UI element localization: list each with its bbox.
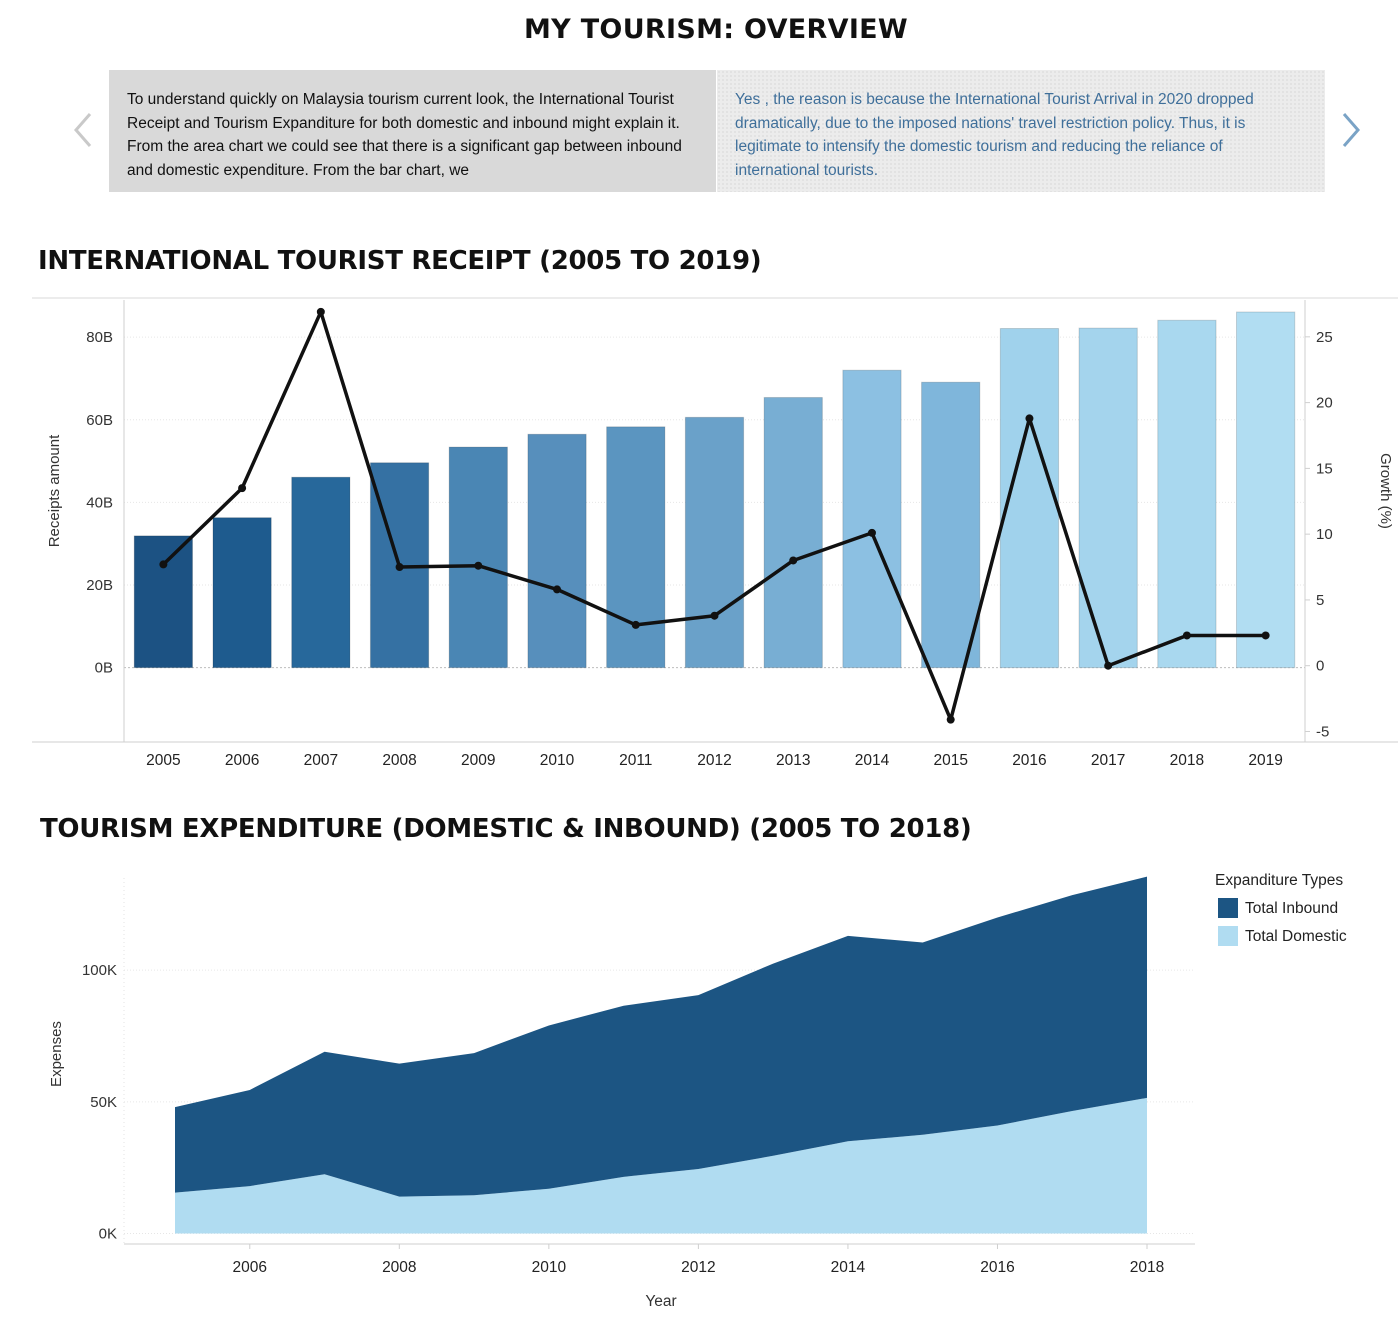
bar [763, 396, 823, 669]
bar [921, 381, 981, 669]
y2-tick-label: 5 [1316, 592, 1324, 609]
x-tick-label: 2008 [382, 1259, 416, 1276]
story-text-current: To understand quickly on Malaysia touris… [127, 91, 682, 179]
legend-title: Expanditure Types [1215, 872, 1343, 889]
y2-tick-label: 0 [1316, 658, 1324, 675]
x-tick-label: 2007 [304, 752, 338, 769]
x-tick-label: 2016 [980, 1259, 1014, 1276]
growth-point [159, 560, 168, 569]
x-tick-label: 2014 [855, 752, 890, 769]
x-tick-label: 2012 [681, 1259, 715, 1276]
growth-point [316, 307, 325, 316]
growth-point [238, 484, 247, 493]
chevron-right-icon [1342, 113, 1360, 147]
chevron-left-icon [74, 113, 92, 147]
bar [212, 517, 272, 669]
x-tick-label: 2006 [233, 1259, 267, 1276]
expenditure-chart: 0K 50K 100K 2006 2008 2010 2012 2014 2016 2018 Yea… [48, 872, 1347, 1310]
x-tick-label: 2013 [776, 752, 810, 769]
y2-tick-label: 10 [1316, 526, 1333, 543]
legend-swatch [1218, 926, 1238, 946]
bar [1078, 327, 1138, 669]
y-tick-label: 40B [86, 494, 113, 511]
expenditure-chart-title: TOURISM EXPENDITURE (DOMESTIC & INBOUND)… [40, 814, 972, 844]
growth-point [789, 556, 798, 565]
growth-point [867, 528, 876, 537]
x-tick-label: 2018 [1130, 1259, 1164, 1276]
growth-point [474, 561, 483, 570]
growth-point [1025, 414, 1034, 423]
x-tick-label: 2016 [1012, 752, 1046, 769]
receipt-chart: 0B 20B 40B 60B 80B -5 0 5 10 15 20 25 2005 2006 2007 20… [32, 297, 1398, 769]
x-tick-label: 2010 [540, 752, 575, 769]
x-tick-label: 2012 [697, 752, 731, 769]
y-axis-title: Receipts amount [46, 434, 63, 547]
growth-point [553, 585, 562, 594]
page-title: MY TOURISM: OVERVIEW [524, 14, 908, 45]
growth-point [710, 611, 719, 620]
bar [606, 426, 666, 669]
x-tick-label: 2006 [225, 752, 259, 769]
y-tick-label: 0B [95, 660, 113, 677]
legend-swatch [1218, 898, 1238, 918]
story-point-next[interactable]: Yes , the reason is because the Internat… [717, 70, 1325, 192]
next-story-button[interactable] [1338, 110, 1362, 150]
y2-axis-title: Growth (%) [1377, 453, 1394, 529]
x-tick-label: 2011 [619, 752, 652, 769]
x-tick-label: 2015 [933, 752, 967, 769]
bar [133, 535, 193, 669]
area-total-inbound [175, 876, 1147, 1197]
bar [291, 476, 351, 669]
legend-label: Total Domestic [1245, 928, 1347, 945]
growth-point [1182, 631, 1191, 640]
y-axis-title: Expenses [48, 1021, 65, 1087]
bar [1157, 319, 1217, 669]
legend-label: Total Inbound [1245, 900, 1338, 917]
x-tick-label: 2005 [146, 752, 180, 769]
x-tick-label: 2014 [831, 1259, 866, 1276]
area-total-domestic [175, 1097, 1147, 1234]
y2-tick-label: -5 [1316, 723, 1329, 740]
x-tick-label: 2018 [1170, 752, 1204, 769]
y-tick-label: 80B [86, 329, 113, 346]
growth-point [946, 715, 955, 724]
y2-tick-label: 15 [1316, 460, 1333, 477]
receipt-chart-title: INTERNATIONAL TOURIST RECEIPT (2005 TO 2… [38, 246, 762, 276]
x-tick-label: 2017 [1091, 752, 1125, 769]
y2-tick-label: 20 [1316, 395, 1333, 412]
x-tick-label: 2008 [382, 752, 416, 769]
bar [842, 369, 902, 669]
x-axis-title: Year [645, 1293, 676, 1310]
story-text-next: Yes , the reason is because the Internat… [735, 91, 1254, 179]
growth-point [1104, 661, 1113, 670]
y2-tick-label: 25 [1316, 329, 1333, 346]
x-tick-label: 2019 [1248, 752, 1282, 769]
y-tick-label: 20B [86, 577, 113, 594]
bar [684, 416, 745, 669]
y-tick-label: 0K [99, 1225, 117, 1242]
y-tick-label: 100K [82, 962, 117, 979]
bar [1236, 311, 1296, 669]
growth-point [1261, 631, 1270, 640]
growth-point [395, 563, 404, 572]
prev-story-button[interactable] [72, 110, 96, 150]
growth-point [631, 620, 640, 629]
bar [527, 433, 587, 669]
x-tick-label: 2010 [532, 1259, 567, 1276]
story-point-current[interactable]: To understand quickly on Malaysia touris… [109, 70, 716, 192]
x-tick-label: 2009 [461, 752, 495, 769]
y-tick-label: 60B [86, 412, 113, 429]
y-tick-label: 50K [90, 1094, 117, 1111]
bar [448, 446, 508, 669]
